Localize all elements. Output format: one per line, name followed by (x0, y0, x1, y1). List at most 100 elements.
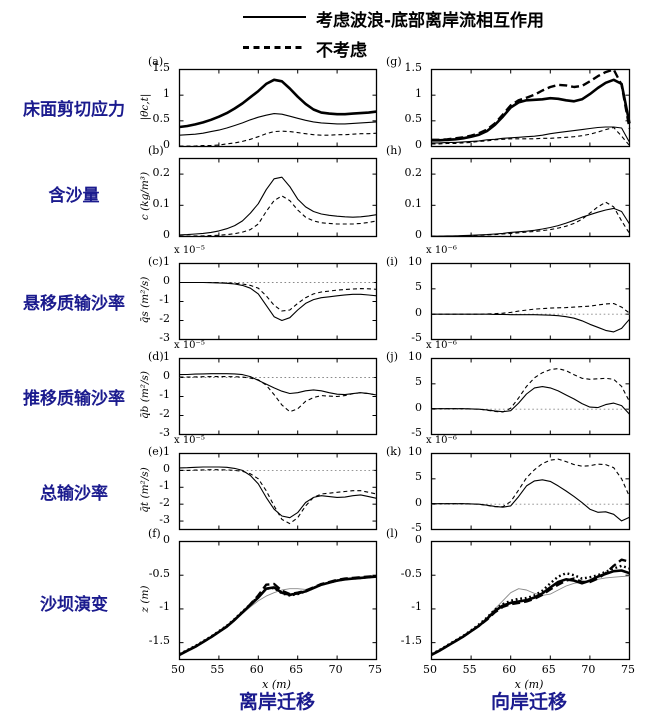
subplot-h: 0.2 0.1 0 (h) (380, 137, 640, 277)
row-label-total-load-rate: 总输沙率 (40, 484, 108, 504)
subplot-e-series-solid (179, 466, 377, 519)
subplot-c-plot-area (178, 262, 378, 341)
subplot-e-ytick: 0 (163, 461, 170, 475)
subplot-j-ytick: 10 (408, 350, 422, 363)
subplot-e-scale-multiplier: x 10⁻⁵ (174, 435, 205, 446)
subplot-b-ylabel: c (kg/m³) (139, 171, 151, 221)
subplot-k-plot-area (430, 452, 631, 531)
subplot-e-ytick: -2 (159, 495, 170, 509)
subplot-c-ytick: -2 (159, 312, 170, 325)
subplot-f-xtick: 75 (368, 663, 382, 676)
subplot-a-series-solid (179, 113, 377, 136)
subplot-f-plot-area (178, 540, 378, 661)
subplot-f-series-thick-solid (178, 575, 377, 656)
subplot-h-ytick: 0 (415, 228, 422, 241)
subplot-b-ytick: 0.1 (152, 196, 171, 210)
row-label-sediment-concentration: 含沙量 (48, 186, 100, 206)
subplot-h-ytick: 0.2 (404, 165, 423, 179)
subplot-f: 0 -0.5 -1 -1.5 (f) z (m) 50 55 60 65 70 75 x (m) (128, 520, 387, 700)
subplot-f-xtick: 50 (171, 663, 185, 676)
subplot-c-panel-label: (c) (148, 255, 163, 268)
subplot-l: 0 -0.5 -1 -1.5 (l) 50 55 60 65 70 75 x (m) (380, 520, 640, 700)
subplot-b-ytick: 0 (163, 228, 170, 241)
subplot-c-ytick: -3 (159, 331, 170, 344)
subplot-i-series-solid (431, 313, 630, 333)
row-label-bed-load-rate: 推移质输沙率 (23, 389, 125, 409)
subplot-d-series-solid (179, 373, 377, 396)
subplot-k-series-solid (431, 479, 630, 522)
subplot-b-plot-area (178, 157, 378, 238)
subplot-k-series-dashed (431, 458, 631, 508)
subplot-l-plot-area (430, 540, 631, 661)
subplot-a-plot-area (178, 68, 378, 148)
subplot-d-ytick: -2 (159, 407, 170, 420)
subplot-f-ytick: -0.5 (148, 566, 170, 580)
subplot-f-xtick: 55 (210, 663, 225, 676)
row-label-bed-shear-stress: 床面剪切应力 (23, 100, 125, 120)
subplot-g-series-solid (431, 126, 630, 144)
subplot-k-ytick: -5 (411, 521, 422, 534)
subplot-b: 0.2 0.1 0 (b) c (kg/m³) (128, 137, 387, 277)
subplot-f-ytick: 0 (163, 533, 170, 546)
subplot-d-ytick: 0 (163, 369, 170, 382)
row-label-sandbar-evolution: 沙坝演变 (40, 595, 108, 615)
subplot-l-series-thin-gray (431, 575, 630, 656)
subplot-c-ytick: 0 (163, 274, 170, 287)
subplot-d-ylabel: q̄b (m²/s) (139, 370, 151, 420)
subplot-c: 1 0 -1 -2 -3 (c) x 10⁻⁵ q̄s (m²/s) (128, 242, 387, 380)
subplot-k-ytick: 0 (415, 495, 422, 509)
subplot-h-series-solid (431, 207, 630, 237)
subplot-c-scale-multiplier: x 10⁻⁵ (174, 245, 205, 256)
subplot-f-ytick: -1.5 (148, 634, 170, 648)
subplot-g-series-thick-dashed (431, 68, 631, 142)
subplot-b-ytick: 0.2 (152, 165, 171, 179)
subplot-f-ylabel: z (m) (139, 585, 151, 613)
subplot-h-series-dashed (431, 201, 630, 237)
subplot-d-ytick: -3 (159, 426, 170, 439)
subplot-k: 10 5 0 -5 (k) x 10⁻⁶ (380, 432, 640, 570)
subplot-k-scale-multiplier: x 10⁻⁶ (426, 435, 457, 446)
subplot-l-xtick: 70 (581, 663, 596, 676)
subplot-d: 1 0 -1 -2 -3 (d) x 10⁻⁵ q̄b (m²/s) (128, 337, 387, 475)
subplot-j-panel-label: (j) (386, 350, 398, 363)
subplot-c-series-dashed (179, 281, 377, 312)
subplot-k-ytick: 10 (408, 445, 422, 458)
subplot-h-ytick: 0.1 (404, 196, 423, 210)
subplot-i-ytick: -5 (411, 331, 422, 344)
subplot-a-ytick: 1.5 (152, 61, 171, 74)
subplot-g-ytick: 0.5 (404, 112, 423, 126)
subplot-f-xtick: 60 (249, 663, 264, 676)
subplot-f-xtick: 70 (328, 663, 343, 676)
subplot-g-series-dashed (431, 126, 630, 146)
subplot-l-ytick: 0 (415, 533, 422, 546)
subplot-i-ytick: 0 (415, 305, 422, 319)
subplot-i-panel-label: (i) (386, 255, 399, 268)
subplot-j-ytick: -5 (411, 426, 422, 439)
subplot-g-ytick: 1.5 (404, 61, 423, 74)
subplot-l-xlabel: x (m) (514, 678, 544, 691)
subplot-e-ytick: 1 (163, 445, 170, 458)
subplot-e-panel-label: (e) (148, 445, 164, 458)
subplot-j-ytick: 0 (415, 400, 422, 414)
subplot-a-ytick: 0 (163, 138, 170, 151)
subplot-d-plot-area (178, 357, 378, 436)
subplot-k-ytick: 5 (415, 470, 422, 484)
subplot-i-series-dashed (431, 302, 630, 315)
subplot-h-panel-label: (h) (386, 144, 402, 157)
subplot-j-series-solid (431, 386, 630, 415)
subplot-i-ytick: 5 (415, 280, 422, 294)
subplot-l-ytick: -1.5 (400, 634, 422, 648)
subplot-d-series-dashed (179, 376, 377, 413)
subplot-a-ylabel: |θc,t| (139, 93, 151, 120)
subplot-g-ytick: 0 (415, 138, 422, 151)
subplot-b-panel-label: (b) (148, 144, 164, 157)
subplot-f-panel-label: (f) (148, 527, 161, 540)
subplot-b-series-solid (179, 176, 377, 236)
subplot-l-panel-label: (l) (386, 527, 399, 540)
legend-label-considered: 考虑波浪-底部离岸流相互作用 (316, 11, 545, 31)
subplot-a-ytick: 0.5 (152, 112, 171, 126)
subplot-l-xtick: 75 (621, 663, 635, 676)
subplot-e: 1 0 -1 -2 -3 (e) x 10⁻⁵ q̄t (m²/s) (128, 432, 387, 570)
subplot-g-panel-label: (g) (386, 55, 402, 68)
